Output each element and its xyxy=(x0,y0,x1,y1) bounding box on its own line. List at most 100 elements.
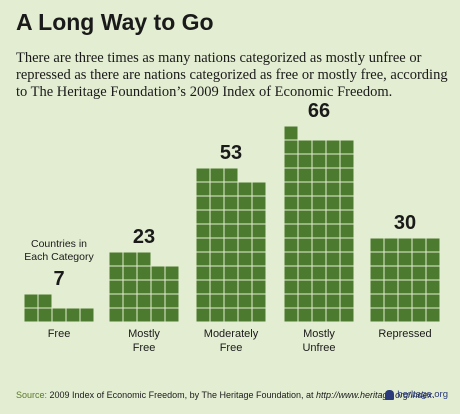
value-label: 66 xyxy=(308,100,330,122)
bar-unit xyxy=(297,209,313,225)
bar-unit xyxy=(122,279,138,295)
bar-unit xyxy=(251,279,267,295)
bar-unit xyxy=(164,265,180,281)
bar-unit xyxy=(283,223,299,239)
bar-unit xyxy=(223,209,239,225)
bar-unit xyxy=(237,237,253,253)
bar-unit xyxy=(79,307,95,323)
bar-unit xyxy=(195,251,211,267)
category-label: Repressed xyxy=(378,328,431,340)
bar-unit xyxy=(283,251,299,267)
bar-unit xyxy=(195,237,211,253)
bar-unit xyxy=(311,293,327,309)
source-link[interactable]: http://www.heritage.org/index xyxy=(316,390,433,400)
bar-unit xyxy=(283,279,299,295)
bar-unit xyxy=(325,265,341,281)
bar-unit xyxy=(195,307,211,323)
bar-unit xyxy=(425,279,441,295)
bar-unit xyxy=(339,265,355,281)
bar-unit xyxy=(209,265,225,281)
bar-unit xyxy=(325,251,341,267)
category-label: Free xyxy=(48,328,71,340)
bar-unit xyxy=(37,293,53,309)
bar-unit xyxy=(223,293,239,309)
bar-unit xyxy=(122,307,138,323)
bar-unit xyxy=(209,167,225,183)
bar-unit xyxy=(339,153,355,169)
bar-unit xyxy=(411,237,427,253)
logo-text: heritage.org xyxy=(397,389,448,400)
bar-unit xyxy=(339,223,355,239)
bar-unit xyxy=(108,307,124,323)
bar-unit xyxy=(311,139,327,155)
bar-unit xyxy=(297,307,313,323)
bar-unit xyxy=(411,279,427,295)
heritage-logo[interactable]: heritage.org xyxy=(385,389,448,400)
bar-unit xyxy=(195,209,211,225)
bar-unit xyxy=(136,279,152,295)
bar-unit xyxy=(251,251,267,267)
bar-unit xyxy=(37,307,53,323)
bar-unit xyxy=(283,125,299,141)
bar-unit xyxy=(369,293,385,309)
bar-unit xyxy=(164,293,180,309)
bar-unit xyxy=(150,293,166,309)
bar-unit xyxy=(195,167,211,183)
liberty-bell-icon xyxy=(385,389,395,400)
bar-unit xyxy=(251,181,267,197)
bar-unit xyxy=(383,265,399,281)
bar-unit xyxy=(108,279,124,295)
bar-unit xyxy=(195,293,211,309)
bar-unit xyxy=(339,209,355,225)
bar-unit xyxy=(339,251,355,267)
bar-unit xyxy=(397,307,413,323)
bar-unit xyxy=(237,293,253,309)
bar-free xyxy=(23,293,95,323)
bar-unit xyxy=(425,237,441,253)
bar-unit xyxy=(150,265,166,281)
bar-unit xyxy=(311,279,327,295)
bar-unit xyxy=(223,307,239,323)
bar-unit xyxy=(425,307,441,323)
bar-unit xyxy=(383,307,399,323)
bar-unit xyxy=(383,293,399,309)
bar-unit xyxy=(411,293,427,309)
bar-unit xyxy=(209,279,225,295)
bar-unit xyxy=(297,153,313,169)
bar-unit xyxy=(65,307,81,323)
bar-unit xyxy=(339,279,355,295)
bar-unit xyxy=(195,195,211,211)
bar-unit xyxy=(209,223,225,239)
bar-unit xyxy=(411,265,427,281)
bar-unit xyxy=(223,279,239,295)
bar-unit xyxy=(195,265,211,281)
bar-unit xyxy=(223,251,239,267)
category-label: Free xyxy=(133,342,156,354)
bar-unit xyxy=(283,307,299,323)
bar-unit xyxy=(283,153,299,169)
bar-unit xyxy=(108,293,124,309)
annotation-label: Countries in xyxy=(31,238,87,250)
bar-unit xyxy=(397,293,413,309)
bar-unit xyxy=(209,293,225,309)
bar-unit xyxy=(136,293,152,309)
bar-unit xyxy=(339,195,355,211)
bar-unit xyxy=(339,181,355,197)
bar-unit xyxy=(237,223,253,239)
bar-unit xyxy=(150,307,166,323)
category-label: Mostly xyxy=(303,328,335,340)
bar-unit xyxy=(425,293,441,309)
source-note: Source: 2009 Index of Economic Freedom, … xyxy=(16,390,435,400)
bar-unit xyxy=(325,209,341,225)
bar-unit xyxy=(369,307,385,323)
bar-unit xyxy=(122,265,138,281)
bar-unit xyxy=(311,307,327,323)
bar-unit xyxy=(195,279,211,295)
bar-unit xyxy=(237,209,253,225)
bar-unit xyxy=(339,237,355,253)
bar-unit xyxy=(397,265,413,281)
chart-title: A Long Way to Go xyxy=(16,9,214,35)
bar-unit xyxy=(339,139,355,155)
